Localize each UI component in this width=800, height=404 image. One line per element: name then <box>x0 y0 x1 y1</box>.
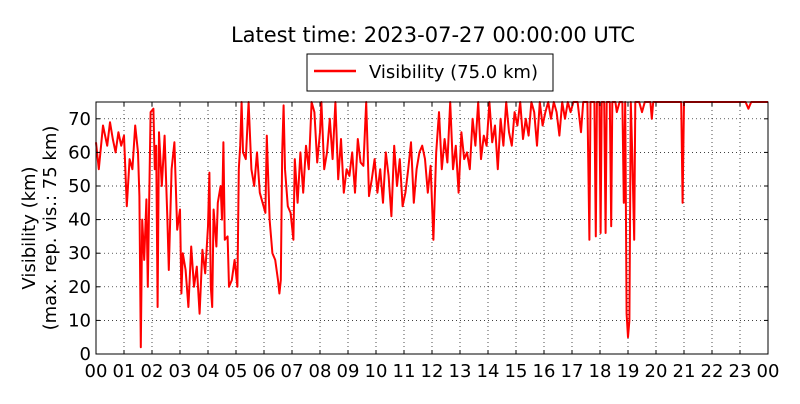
axis-ticks <box>95 102 769 355</box>
x-tick-label: 11 <box>393 361 416 382</box>
legend-frame <box>306 53 554 92</box>
x-tick-label: 09 <box>337 361 360 382</box>
y-tick-label: 60 <box>68 142 91 163</box>
x-tick-label: 00 <box>85 361 108 382</box>
x-tick-label: 16 <box>533 361 556 382</box>
x-tick-label: 00 <box>757 361 780 382</box>
x-tick-label: 14 <box>477 361 500 382</box>
y-axis-label-secondary: (max. rep. vis.: 75 km) <box>40 126 61 331</box>
y-axis-label: Visibility (km) <box>19 166 40 289</box>
x-tick-label: 01 <box>113 361 136 382</box>
x-tick-label: 12 <box>421 361 444 382</box>
legend: Visibility (75.0 km) <box>306 53 554 92</box>
x-tick-label: 08 <box>309 361 332 382</box>
x-tick-label: 17 <box>561 361 584 382</box>
legend-label-visibility: Visibility (75.0 km) <box>369 62 538 83</box>
y-tick-label: 70 <box>68 109 91 130</box>
x-tick-label: 02 <box>141 361 164 382</box>
x-tick-label: 13 <box>449 361 472 382</box>
x-tick-labels: 00 01 02 03 04 05 06 07 08 09 10 11 12 13 14 15 16 17 18 19… <box>85 361 780 382</box>
y-tick-labels: 0 10 20 30 40 50 60 70 <box>68 109 91 365</box>
y-tick-label: 50 <box>68 176 91 197</box>
x-tick-label: 03 <box>169 361 192 382</box>
y-tick-label: 10 <box>68 310 91 331</box>
x-tick-label: 06 <box>253 361 276 382</box>
x-tick-label: 18 <box>589 361 612 382</box>
x-tick-label: 22 <box>701 361 724 382</box>
x-tick-label: 20 <box>645 361 668 382</box>
plot-frame <box>95 101 769 355</box>
x-tick-label: 15 <box>505 361 528 382</box>
x-tick-label: 19 <box>617 361 640 382</box>
x-tick-label: 05 <box>225 361 248 382</box>
x-tick-label: 23 <box>729 361 752 382</box>
x-tick-label: 04 <box>197 361 220 382</box>
x-tick-label: 07 <box>281 361 304 382</box>
chart-title: Latest time: 2023-07-27 00:00:00 UTC <box>231 23 635 47</box>
y-tick-label: 0 <box>80 344 91 365</box>
y-tick-label: 40 <box>68 210 91 231</box>
x-tick-label: 10 <box>365 361 388 382</box>
x-tick-label: 21 <box>673 361 696 382</box>
y-tick-label: 20 <box>68 277 91 298</box>
y-tick-label: 30 <box>68 243 91 264</box>
